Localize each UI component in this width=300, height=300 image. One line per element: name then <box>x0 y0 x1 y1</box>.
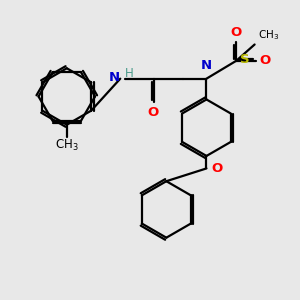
Text: CH$_3$: CH$_3$ <box>258 28 279 41</box>
Text: N: N <box>201 59 212 72</box>
Text: O: O <box>231 26 242 39</box>
Text: O: O <box>147 106 159 119</box>
Text: O: O <box>212 162 223 175</box>
Text: H: H <box>125 67 134 80</box>
Text: N: N <box>109 71 120 84</box>
Text: S: S <box>240 53 249 66</box>
Text: O: O <box>259 54 270 67</box>
Text: CH$_3$: CH$_3$ <box>55 138 79 153</box>
